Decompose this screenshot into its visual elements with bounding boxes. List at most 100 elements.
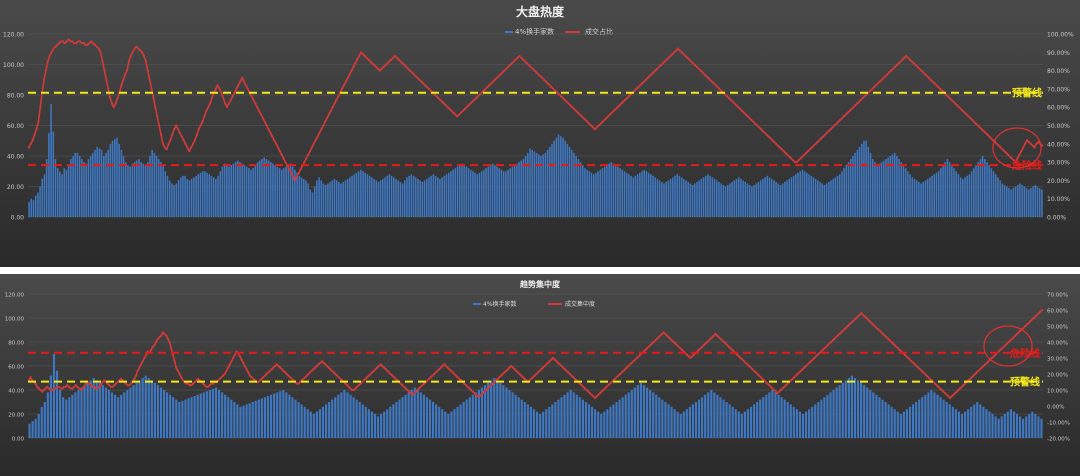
line-point	[458, 113, 461, 116]
line-point	[860, 312, 863, 315]
line-point	[987, 360, 990, 363]
line-series	[27, 308, 1044, 400]
line-point	[821, 348, 824, 352]
line-point	[366, 376, 369, 379]
line-point	[37, 387, 41, 390]
bar	[1003, 414, 1006, 438]
bar	[597, 171, 599, 217]
line-point	[75, 42, 78, 45]
line-point	[935, 384, 938, 387]
bar	[621, 397, 624, 438]
y-tick-label-right: 50.00%	[1047, 325, 1068, 331]
bar	[786, 402, 789, 438]
line-point	[927, 376, 930, 379]
bar	[535, 411, 539, 438]
line-point	[510, 62, 513, 65]
bar	[814, 404, 817, 438]
line-point	[624, 98, 627, 101]
line-point	[869, 89, 872, 92]
line-point	[558, 93, 561, 96]
line-point	[230, 360, 233, 363]
line-point	[124, 382, 128, 385]
bar	[444, 411, 447, 438]
line-point	[871, 323, 875, 326]
line-point	[573, 107, 576, 111]
line-point	[265, 124, 268, 127]
bar	[523, 402, 526, 438]
line-series	[27, 38, 1044, 182]
bar	[343, 390, 346, 438]
line-point	[583, 387, 587, 390]
line-point	[453, 372, 456, 376]
bar	[789, 404, 792, 438]
bar	[236, 404, 239, 438]
bar	[377, 181, 380, 217]
bar	[114, 394, 117, 438]
bar	[676, 174, 678, 217]
bar	[887, 404, 890, 438]
bar	[929, 177, 931, 217]
line-point	[610, 111, 614, 114]
bar	[50, 104, 52, 217]
bar	[740, 178, 742, 218]
bar	[355, 399, 358, 438]
line-point	[999, 348, 1002, 352]
bar	[438, 406, 441, 438]
bar	[630, 175, 632, 217]
line-point	[527, 64, 531, 67]
line-point	[181, 379, 184, 382]
line-point	[244, 84, 247, 87]
line-point	[141, 360, 144, 363]
bar	[257, 399, 260, 438]
line-point	[659, 64, 663, 67]
line-point	[690, 60, 693, 63]
line-point	[933, 382, 937, 385]
bar	[1009, 409, 1012, 438]
line-point	[537, 73, 540, 76]
line-point	[910, 360, 913, 363]
bar	[199, 393, 202, 438]
bar	[628, 174, 630, 217]
line-point	[814, 142, 817, 145]
line-point	[875, 326, 878, 329]
line-point	[433, 372, 436, 376]
bar	[577, 159, 580, 217]
bar	[612, 404, 615, 438]
bar	[217, 175, 219, 217]
line-point	[841, 117, 844, 120]
line-point	[171, 133, 174, 136]
bar	[655, 394, 658, 438]
line-point	[114, 102, 117, 105]
bar	[474, 392, 477, 438]
line-point	[144, 60, 147, 63]
line-point	[644, 78, 648, 81]
line-point	[591, 126, 595, 129]
line-point	[203, 384, 206, 387]
line-point	[590, 124, 593, 127]
line-point	[645, 347, 649, 350]
line-point	[560, 364, 563, 368]
bar	[340, 183, 342, 217]
line-point	[1012, 336, 1015, 339]
bar	[533, 151, 536, 217]
line-point	[719, 337, 722, 340]
line-point	[656, 67, 659, 70]
bar	[829, 392, 832, 438]
line-point	[647, 345, 650, 348]
line-point	[839, 118, 842, 122]
line-point	[761, 377, 764, 380]
line-point	[372, 369, 375, 372]
line-point	[184, 142, 187, 145]
bar	[663, 183, 665, 217]
line-point	[354, 62, 357, 65]
line-point	[150, 87, 153, 90]
line-point	[893, 344, 896, 347]
line-point	[943, 392, 947, 395]
line-point	[865, 316, 868, 320]
line-point	[744, 361, 747, 364]
bar	[915, 180, 918, 217]
line-point	[227, 102, 230, 105]
y-tick-label-left: 60.00	[7, 123, 24, 130]
line-point	[310, 369, 313, 372]
bar	[765, 394, 768, 438]
